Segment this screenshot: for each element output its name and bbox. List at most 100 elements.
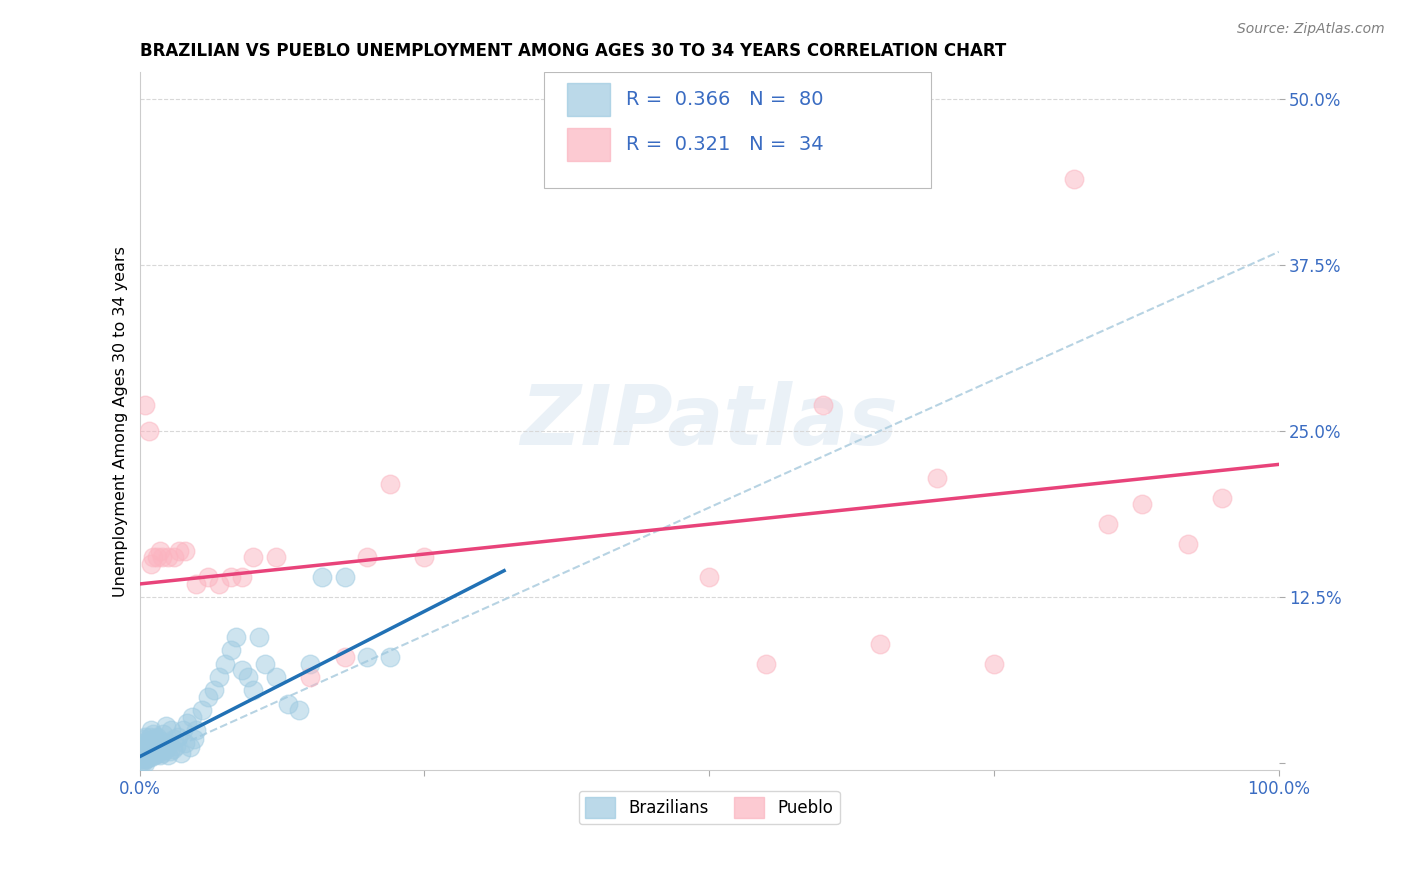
Point: [197, 690, 219, 704]
Point: [132, 755, 155, 769]
Point: [142, 727, 165, 741]
Point: [156, 748, 179, 763]
Point: [253, 657, 276, 671]
Point: [264, 550, 287, 565]
Point: [1177, 537, 1199, 551]
Point: [148, 739, 170, 753]
Text: R =  0.321   N =  34: R = 0.321 N = 34: [626, 135, 824, 153]
Point: [231, 664, 253, 678]
Point: [138, 739, 160, 753]
Text: R =  0.366   N =  80: R = 0.366 N = 80: [626, 90, 824, 109]
Point: [333, 570, 356, 584]
Point: [869, 637, 891, 651]
Point: [146, 744, 169, 758]
Point: [143, 748, 166, 763]
Point: [186, 723, 208, 738]
Point: [169, 746, 191, 760]
Point: [156, 740, 179, 755]
Point: [163, 550, 186, 565]
Point: [174, 736, 197, 750]
Point: [135, 752, 157, 766]
Point: [141, 736, 163, 750]
Point: [156, 550, 179, 565]
Point: [333, 650, 356, 665]
Point: [191, 703, 214, 717]
Point: [356, 650, 378, 665]
Point: [132, 732, 155, 747]
Point: [139, 723, 162, 738]
Point: [129, 743, 152, 757]
Point: [165, 739, 187, 753]
Point: [197, 570, 219, 584]
Point: [311, 570, 333, 584]
Point: [183, 732, 205, 747]
Point: [139, 557, 162, 571]
Point: [159, 744, 181, 758]
Point: [179, 740, 201, 755]
Point: [150, 550, 173, 565]
Point: [1097, 517, 1119, 532]
Point: [131, 736, 153, 750]
FancyBboxPatch shape: [544, 72, 931, 187]
Point: [139, 749, 162, 764]
Point: [219, 643, 242, 657]
Point: [236, 670, 259, 684]
Point: [131, 749, 153, 764]
Point: [1130, 497, 1153, 511]
Point: [145, 741, 167, 756]
Point: [356, 550, 378, 565]
Point: [174, 543, 197, 558]
Point: [169, 543, 191, 558]
Point: [755, 657, 778, 671]
Point: [214, 657, 236, 671]
Point: [143, 732, 166, 747]
Point: [155, 719, 177, 733]
Point: [1211, 491, 1233, 505]
Point: [231, 570, 253, 584]
Point: [202, 683, 225, 698]
Point: [134, 730, 156, 744]
Point: [145, 550, 167, 565]
Point: [697, 570, 720, 584]
Point: [131, 754, 153, 768]
Point: [138, 749, 160, 764]
Point: [157, 736, 180, 750]
Point: [141, 747, 163, 761]
Point: [145, 747, 167, 761]
Point: [378, 650, 401, 665]
Point: [1063, 171, 1085, 186]
Point: [145, 730, 167, 744]
Point: [299, 670, 322, 684]
Point: [134, 751, 156, 765]
Point: [288, 703, 311, 717]
Point: [149, 748, 172, 763]
Point: [132, 751, 155, 765]
Bar: [567, 128, 610, 161]
Point: [134, 398, 156, 412]
Point: [242, 683, 264, 698]
Point: [135, 738, 157, 752]
Point: [264, 670, 287, 684]
Point: [139, 730, 162, 744]
Point: [219, 570, 242, 584]
Point: [247, 630, 270, 644]
Point: [186, 577, 208, 591]
Y-axis label: Unemployment Among Ages 30 to 34 years: Unemployment Among Ages 30 to 34 years: [114, 246, 128, 597]
Point: [153, 743, 176, 757]
Text: Source: ZipAtlas.com: Source: ZipAtlas.com: [1237, 22, 1385, 37]
Point: [129, 752, 152, 766]
Point: [983, 657, 1005, 671]
Point: [152, 727, 174, 741]
Point: [378, 477, 401, 491]
Point: [162, 741, 184, 756]
Point: [132, 746, 155, 760]
Point: [208, 670, 231, 684]
Legend: Brazilians, Pueblo: Brazilians, Pueblo: [578, 791, 839, 824]
Point: [925, 471, 948, 485]
Point: [142, 744, 165, 758]
Point: [134, 756, 156, 771]
Point: [160, 723, 183, 738]
Point: [134, 744, 156, 758]
Point: [208, 577, 231, 591]
Text: ZIPatlas: ZIPatlas: [520, 381, 898, 462]
